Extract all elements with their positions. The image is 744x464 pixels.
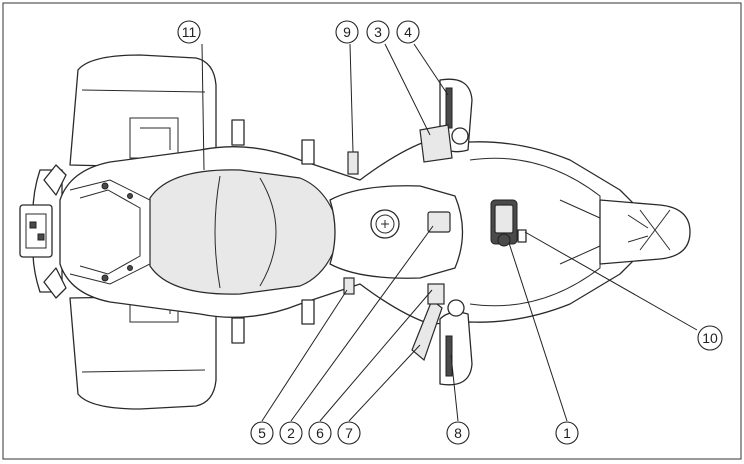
leader-lines: [201, 43, 698, 422]
callout-label-1: 1: [563, 425, 571, 441]
callout-label-10: 10: [702, 330, 718, 346]
callout-label-9: 9: [343, 24, 351, 40]
callout-8: 8: [446, 421, 470, 445]
callout-1: 1: [555, 421, 579, 445]
left-mirror: [419, 78, 473, 163]
callout-4: 4: [396, 20, 420, 44]
callout-label-5: 5: [258, 425, 266, 441]
callout-label-2: 2: [287, 425, 295, 441]
callout-9: 9: [335, 20, 359, 44]
callout-3: 3: [366, 20, 390, 44]
callout-label-4: 4: [404, 24, 412, 40]
foot-pegs: [231, 119, 359, 344]
rear-left-indicator: [43, 164, 67, 196]
component-5: [343, 277, 355, 295]
dash-connector: [517, 229, 527, 243]
callout-6: 6: [308, 421, 332, 445]
component-9: [347, 151, 359, 175]
callout-label-7: 7: [345, 425, 353, 441]
callout-7: 7: [337, 421, 361, 445]
callout-label-3: 3: [374, 24, 382, 40]
motorcycle-body: [59, 139, 641, 325]
callout-label-11: 11: [182, 24, 197, 40]
callout-10: 10: [697, 325, 723, 351]
right-control: [427, 283, 445, 305]
callout-label-6: 6: [316, 425, 324, 441]
rear-tail: [19, 164, 67, 299]
tank-panel: [427, 211, 451, 233]
left-pannier: [69, 54, 217, 169]
callout-label-8: 8: [454, 425, 462, 441]
callout-11: 11: [177, 20, 201, 44]
callout-2: 2: [279, 421, 303, 445]
front-wheel: [599, 199, 691, 265]
callout-5: 5: [250, 421, 274, 445]
left-control: [419, 124, 453, 163]
rear-right-indicator: [43, 267, 67, 299]
seat: [149, 169, 341, 295]
